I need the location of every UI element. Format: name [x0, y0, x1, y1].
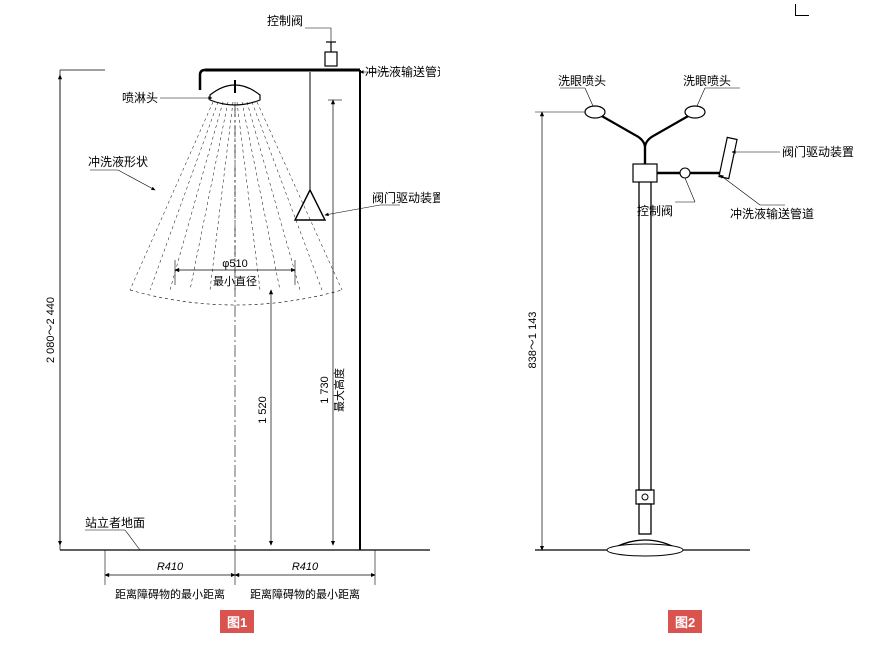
- f1-r410-right-label: R410: [292, 561, 319, 573]
- f2-height-range-label: 838～1 143: [527, 312, 539, 369]
- figure1-svg: 控制阀 冲洗液输送管道 喷淋头 冲洗液形状 阀门驱动装置 φ510 最小直径 2…: [30, 10, 440, 635]
- f1-1520-label: 1 520: [257, 396, 269, 424]
- figure2-svg: 洗眼喷头 洗眼喷头 阀门驱动装置 控制阀 冲洗液输送管道 838～1 143: [480, 60, 880, 660]
- f2-valve-actuator-label: 阀门驱动装置: [782, 144, 854, 159]
- f1-standing-ground-label: 站立者地面: [85, 515, 145, 530]
- corner-mark: [795, 4, 809, 16]
- f1-shower-head-label: 喷淋头: [122, 91, 158, 105]
- f1-flush-pipe-label: 冲洗液输送管道: [365, 64, 440, 79]
- f2-eye-nozzle-left-label: 洗眼喷头: [558, 74, 606, 88]
- figure2-container: 洗眼喷头 洗眼喷头 阀门驱动装置 控制阀 冲洗液输送管道 838～1 143 图…: [480, 60, 880, 660]
- f1-phi510-label: φ510: [222, 258, 248, 270]
- f2-control-valve-label: 控制阀: [637, 204, 673, 218]
- f1-control-valve-label: 控制阀: [267, 14, 303, 28]
- f1-valve-actuator-label: 阀门驱动装置: [372, 190, 440, 205]
- f2-eye-nozzle-right-label: 洗眼喷头: [683, 74, 731, 88]
- f1-obstacle-right-label: 距离障碍物的最小距离: [250, 587, 360, 601]
- f1-r410-left-label: R410: [157, 561, 184, 573]
- figure1-caption-text: 图1: [227, 615, 247, 630]
- f1-obstacle-left-label: 距离障碍物的最小距离: [115, 587, 225, 601]
- f1-height-range-label: 2 080～2 440: [45, 297, 57, 363]
- f2-flush-pipe-label: 冲洗液输送管道: [730, 206, 814, 221]
- f1-min-diameter-label: 最小直径: [213, 274, 257, 288]
- f1-max-height-label: 最大高度: [332, 368, 346, 412]
- f1-1730-label: 1 730: [319, 376, 331, 404]
- figure2-caption-text: 图2: [675, 615, 695, 630]
- f1-flush-shape-label: 冲洗液形状: [88, 154, 148, 169]
- figure1-caption: 图1: [220, 610, 254, 633]
- figure1-container: 控制阀 冲洗液输送管道 喷淋头 冲洗液形状 阀门驱动装置 φ510 最小直径 2…: [30, 10, 440, 635]
- figure2-caption: 图2: [668, 610, 702, 633]
